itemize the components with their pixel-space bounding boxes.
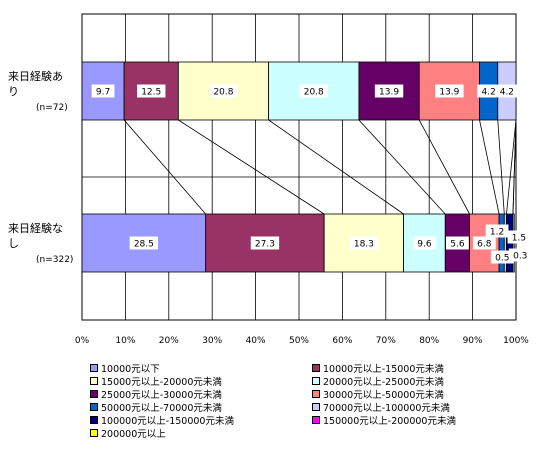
series-connector-line <box>178 119 325 215</box>
series-connector-line <box>123 119 206 215</box>
data-label-bg <box>446 236 469 250</box>
x-tick-label: 80% <box>419 336 439 346</box>
data-label: 20.8 <box>304 88 324 98</box>
category-label: (n=72) <box>36 103 68 113</box>
legend-item: 100000元以上-150000元未満 <box>90 414 234 427</box>
legend-swatch <box>90 416 98 424</box>
legend-swatch <box>312 364 320 372</box>
legend-item: 20000元以上-25000元未満 <box>312 375 444 388</box>
data-label: 13.9 <box>379 88 399 98</box>
legend-label: 50000元以上-70000元未満 <box>101 403 222 414</box>
category-label: 来日経験あ <box>8 69 63 83</box>
legend-swatch <box>90 364 98 372</box>
legend-swatch <box>312 403 320 411</box>
legend-item: 10000元以下 <box>90 362 160 375</box>
legend-swatch <box>312 416 320 424</box>
data-label-bg <box>299 84 328 98</box>
x-tick-label: 20% <box>159 336 179 346</box>
legend-label: 100000元以上-150000元未満 <box>101 416 234 427</box>
data-label: 5.6 <box>450 240 465 250</box>
legend-label: 15000元以上-20000元未満 <box>101 377 222 388</box>
x-tick-label: 100% <box>503 336 529 346</box>
category-label: (n=322) <box>36 255 73 265</box>
legend-label: 10000元以上-15000元未満 <box>323 364 444 375</box>
series-connector-line <box>418 119 470 215</box>
legend-item: 150000元以上-200000元未満 <box>312 414 456 427</box>
x-tick-label: 30% <box>202 336 222 346</box>
series-connector-line <box>506 119 517 215</box>
legend-item: 10000元以上-15000元未満 <box>312 362 444 375</box>
data-label-bg <box>374 84 404 98</box>
data-label-bg <box>490 250 514 264</box>
series-connector-line <box>497 119 505 215</box>
x-tick-label: 0% <box>75 336 90 346</box>
category-label: し <box>8 237 19 250</box>
data-label: 12.5 <box>141 88 161 98</box>
legend-label: 150000元以上-200000元未満 <box>323 416 456 427</box>
x-tick-label: 60% <box>332 336 352 346</box>
data-label-bg <box>129 236 159 250</box>
data-label: 20.8 <box>213 88 233 98</box>
data-label-bg <box>435 84 464 98</box>
data-label: 9.7 <box>96 88 110 98</box>
x-tick-label: 90% <box>463 336 483 346</box>
legend-swatch <box>312 390 320 398</box>
x-tick-label: 10% <box>115 336 135 346</box>
legend-label: 20000元以上-25000元未満 <box>323 377 444 388</box>
data-label-bg <box>485 224 509 238</box>
data-label: 6.8 <box>477 240 492 250</box>
x-tick-label: 50% <box>289 336 309 346</box>
data-label: 4.2 <box>481 88 495 98</box>
data-label: 18.3 <box>354 240 374 250</box>
legend-label: 200000元以上 <box>101 429 166 440</box>
legend-item: 50000元以上-70000元未満 <box>90 401 222 414</box>
legend-item: 15000元以上-20000元未満 <box>90 375 222 388</box>
data-label-bg <box>507 230 531 244</box>
data-label: 1.2 <box>490 228 504 238</box>
legend-label: 10000元以下 <box>101 364 160 375</box>
data-label: 0.5 <box>495 254 509 264</box>
legend-swatch <box>90 429 98 437</box>
data-label: 0.3 <box>513 252 527 262</box>
data-label-bg <box>137 84 166 98</box>
data-label-bg <box>91 84 115 98</box>
x-tick-label: 70% <box>376 336 396 346</box>
data-label-bg <box>495 84 519 98</box>
data-label: 28.5 <box>134 240 154 250</box>
legend-label: 70000元以上-100000元未満 <box>323 403 450 414</box>
category-label: 来日経験な <box>8 221 63 235</box>
legend-swatch <box>90 390 98 398</box>
legend-item: 30000元以上-50000元未満 <box>312 388 444 401</box>
data-label: 4.2 <box>500 88 514 98</box>
data-label-bg <box>209 84 238 98</box>
series-connector-line <box>358 119 446 215</box>
data-label-bg <box>508 248 532 262</box>
data-label-bg <box>472 236 496 250</box>
legend-item: 70000元以上-100000元未満 <box>312 401 450 414</box>
bar-segment <box>81 213 207 273</box>
legend-item: 200000元以上 <box>90 427 166 440</box>
category-label: り <box>8 85 19 98</box>
data-label-bg <box>477 84 501 98</box>
legend-label: 30000元以上-50000元未満 <box>323 390 444 401</box>
data-label: 9.6 <box>417 240 432 250</box>
series-connector-line <box>512 119 517 215</box>
legend-label: 25000元以上-30000元未満 <box>101 390 222 401</box>
data-label-bg <box>349 236 379 250</box>
x-tick-label: 40% <box>246 336 266 346</box>
legend-item: 25000元以上-30000元未満 <box>90 388 222 401</box>
data-label: 13.9 <box>439 88 459 98</box>
data-label: 1.5 <box>512 234 526 244</box>
legend-swatch <box>90 403 98 411</box>
data-label-bg <box>250 236 280 250</box>
legend-swatch <box>312 377 320 385</box>
series-connector-line <box>268 119 404 215</box>
legend-swatch <box>90 377 98 385</box>
series-connector-line <box>479 119 500 215</box>
stacked-bar-chart: 9.7 12.5 20.8 20.8 13.9 13.9 4.2 4.2 28.5 27.3 18.… <box>8 13 532 346</box>
data-label-bg <box>413 236 436 250</box>
data-label: 27.3 <box>255 240 275 250</box>
